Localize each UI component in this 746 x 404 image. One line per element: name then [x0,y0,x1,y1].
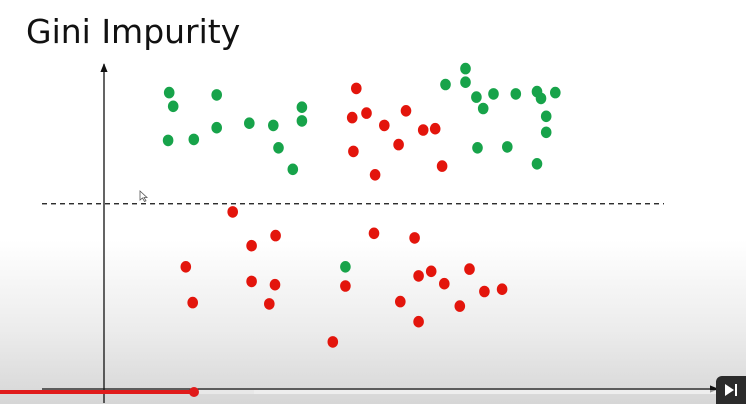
data-point-series-1-9 [429,122,441,135]
data-point-series-1-10 [436,160,448,172]
video-progress-bar[interactable] [0,387,746,397]
data-point-series-1-29 [395,295,406,308]
video-played-bar [0,390,194,394]
data-point-series-1-0 [351,82,362,95]
data-point-series-1-4 [400,105,412,117]
data-point-series-0-16 [488,88,499,100]
data-point-series-1-2 [361,107,372,119]
data-point-series-0-11 [287,163,299,176]
data-point-series-0-8 [273,142,284,154]
data-point-series-0-22 [540,110,552,123]
data-point-series-0-10 [296,115,308,127]
data-point-series-1-31 [327,336,339,348]
data-point-series-1-17 [187,296,198,309]
data-point-series-0-2 [211,89,222,101]
data-point-series-1-30 [413,315,424,328]
data-point-series-0-20 [535,92,547,105]
data-point-series-1-24 [439,277,450,290]
data-point-series-1-13 [246,239,257,252]
data-point-series-1-11 [227,206,238,218]
data-point-series-1-20 [368,227,380,240]
data-point-series-0-5 [211,121,222,134]
data-point-series-1-26 [454,300,466,312]
data-point-series-0-9 [296,101,308,113]
data-point-series-0-7 [268,119,279,132]
data-point-series-0-3 [162,134,174,147]
data-point-series-0-12 [440,78,451,91]
data-point-series-0-24 [472,142,483,154]
data-point-series-1-16 [269,278,281,291]
data-point-series-1-7 [369,169,381,181]
video-scrubber-handle[interactable] [188,387,199,397]
data-point-series-1-23 [425,265,437,278]
data-point-series-1-19 [340,280,351,292]
data-point-series-0-27 [340,261,351,273]
data-point-series-0-1 [167,100,179,113]
next-video-button[interactable] [716,376,746,404]
data-point-series-0-15 [471,91,482,103]
slide-title: Gini Impurity [26,12,241,51]
data-point-series-1-18 [264,298,275,310]
data-point-series-1-8 [417,124,429,136]
data-point-series-0-0 [163,86,175,99]
data-point-series-1-27 [479,285,490,298]
data-point-series-1-1 [346,111,358,124]
data-point-series-1-3 [379,119,390,132]
data-point-series-1-28 [496,283,508,296]
data-point-series-1-21 [409,232,420,244]
data-point-series-0-23 [540,126,552,139]
data-point-series-1-6 [348,145,359,158]
data-points [162,62,561,348]
data-point-series-0-18 [510,88,522,100]
data-point-series-1-12 [270,229,281,242]
data-point-series-0-14 [460,76,471,88]
data-point-series-0-13 [460,62,471,75]
mouse-cursor-icon [139,190,149,203]
data-point-series-0-17 [477,102,489,115]
data-point-series-0-21 [550,86,561,99]
data-point-series-0-25 [502,141,513,153]
skip-next-icon [725,384,737,396]
data-point-series-1-5 [393,138,404,151]
data-point-series-1-25 [464,263,475,275]
data-point-series-1-15 [246,275,257,288]
data-point-series-0-4 [188,133,200,146]
data-point-series-0-6 [244,117,255,129]
data-point-series-0-26 [531,158,543,170]
data-point-series-1-14 [180,261,192,273]
data-point-series-1-22 [413,270,424,282]
